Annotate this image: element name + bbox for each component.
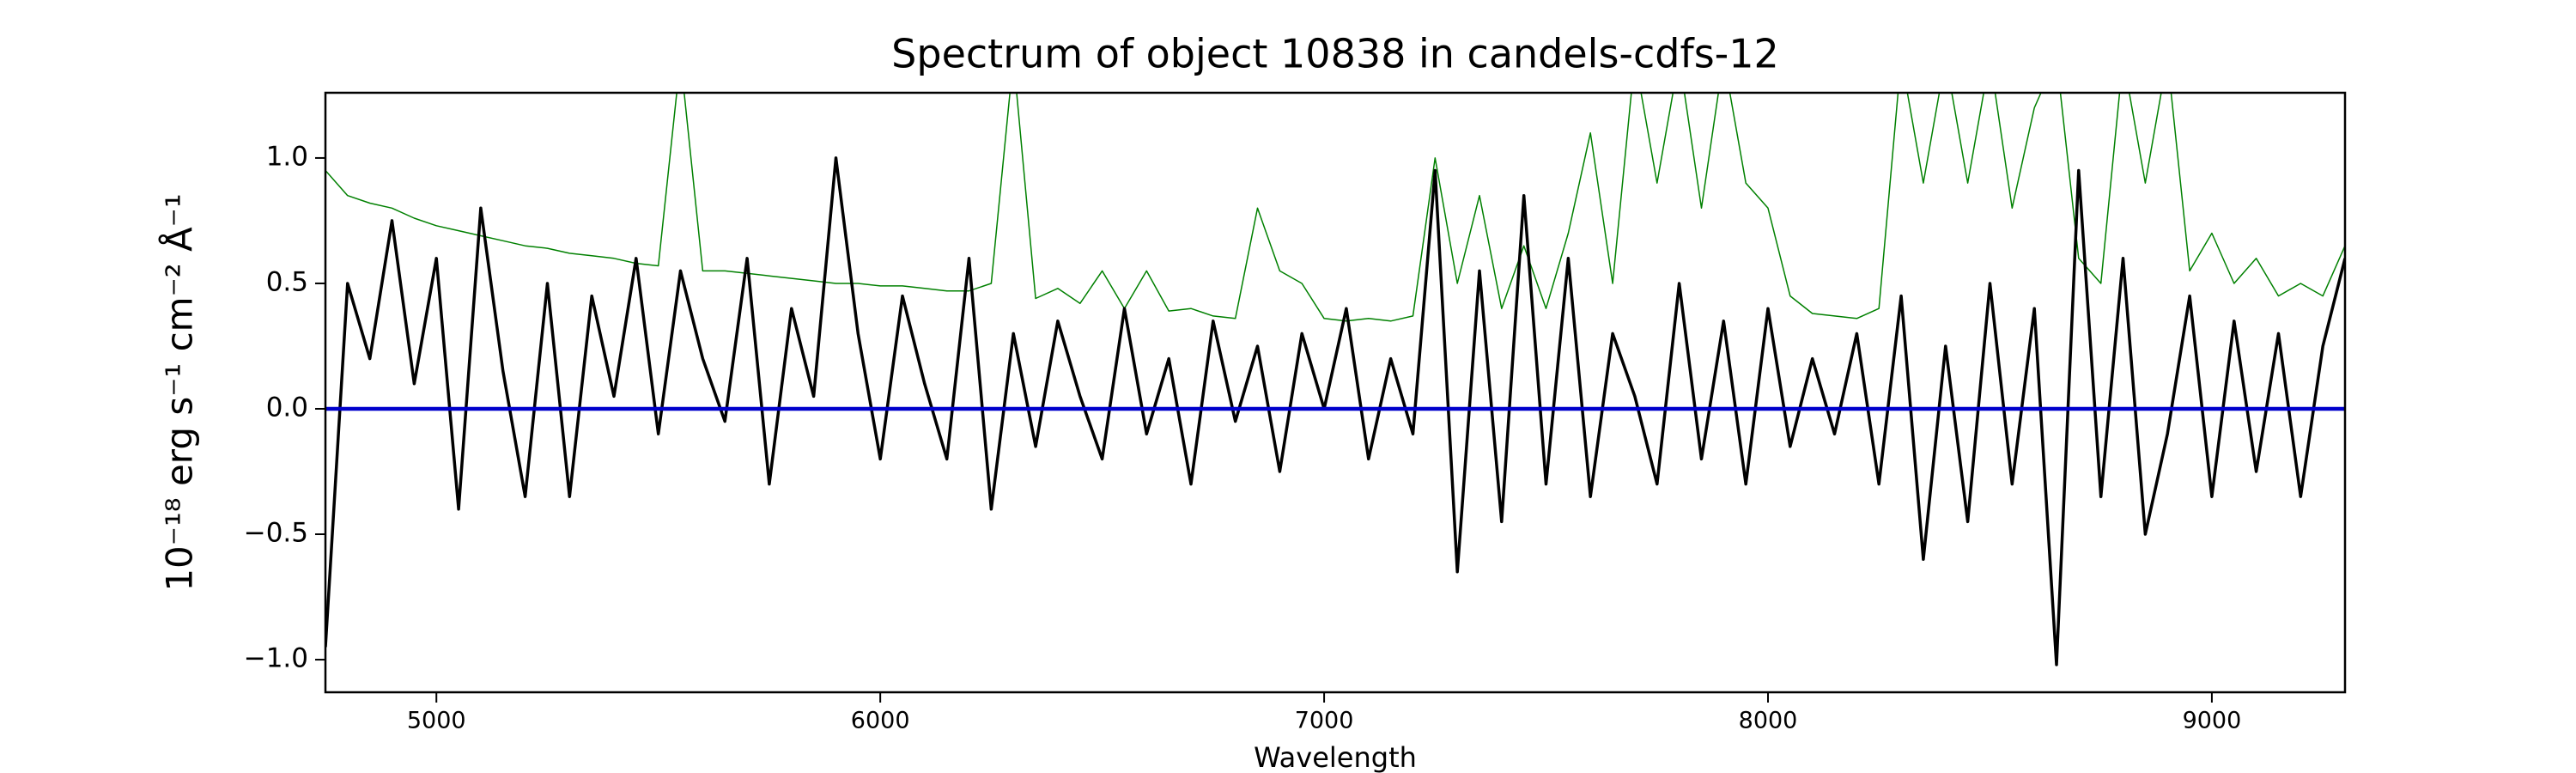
y-tick-label: 0.0 — [266, 392, 308, 423]
x-axis-label: Wavelength — [1254, 741, 1417, 773]
plot-frame — [324, 91, 2347, 694]
y-tick-label: −0.5 — [244, 518, 308, 549]
x-tick-label: 5000 — [407, 708, 466, 734]
spectrum-line — [325, 93, 2345, 322]
y-axis-label: 10⁻¹⁸ erg s⁻¹ cm⁻² Å⁻¹ — [158, 193, 201, 591]
chart-title: Spectrum of object 10838 in candels-cdfs… — [891, 31, 1779, 77]
x-tick-label: 8000 — [1739, 708, 1798, 734]
plot-lines — [325, 93, 2345, 666]
x-tick-label: 6000 — [851, 708, 910, 734]
x-tick-label: 9000 — [2183, 708, 2242, 734]
y-tick-label: −1.0 — [244, 643, 308, 674]
x-tick-label: 7000 — [1295, 708, 1354, 734]
y-tick-label: 1.0 — [266, 141, 308, 172]
y-tick-label: 0.5 — [266, 266, 308, 297]
spectrum-line — [325, 156, 2345, 666]
